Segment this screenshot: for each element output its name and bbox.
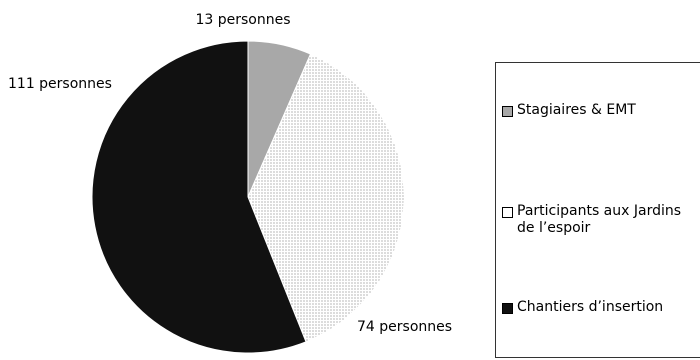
- legend-item-participants: Participants aux Jardins de l’espoir: [502, 203, 700, 237]
- legend-label-chantiers: Chantiers d’insertion: [517, 299, 664, 315]
- chart-legend: Stagiaires & EMT Participants aux Jardin…: [495, 62, 700, 358]
- legend-swatch-stagiaires: [502, 106, 513, 117]
- legend-swatch-participants: [502, 207, 513, 218]
- legend-label-participants: Participants aux Jardins de l’espoir: [517, 203, 682, 236]
- legend-item-chantiers: Chantiers d’insertion: [502, 299, 700, 316]
- slice-label-chantiers: 111 personnes: [8, 76, 112, 92]
- slice-label-stagiaires: 13 personnes: [195, 12, 290, 28]
- slice-label-participants: 74 personnes: [357, 319, 452, 335]
- legend-swatch-chantiers: [502, 303, 513, 314]
- pie-slice-participants: [247, 53, 405, 343]
- pie-slices: [91, 40, 405, 354]
- pie-slice-chantiers: [91, 40, 307, 354]
- pie-chart: 13 personnes 74 personnes 111 personnes: [8, 12, 452, 354]
- legend-item-stagiaires: Stagiaires & EMT: [502, 102, 700, 119]
- legend-label-stagiaires: Stagiaires & EMT: [517, 102, 636, 118]
